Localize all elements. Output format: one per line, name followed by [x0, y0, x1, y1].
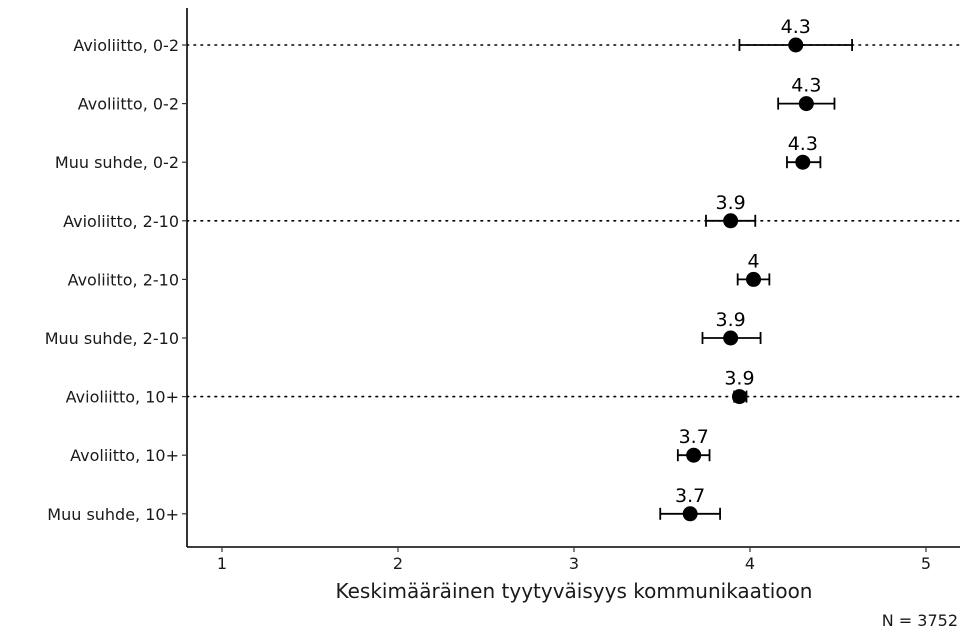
y-tick-label: Muu suhde, 0-2 — [55, 153, 179, 172]
data-point — [686, 447, 702, 463]
data-label: 4.3 — [781, 16, 811, 38]
data-label: 4.3 — [788, 133, 818, 155]
data-label: 3.7 — [679, 426, 709, 448]
y-tick-label: Avoliitto, 0-2 — [78, 95, 179, 114]
y-tick-label: Avioliitto, 2-10 — [63, 212, 179, 231]
data-label: 3.9 — [716, 309, 746, 331]
x-tick-label: 5 — [921, 554, 931, 573]
data-point — [795, 154, 811, 170]
data-point — [798, 96, 814, 112]
value-labels: 4.3 4.3 4.3 3.9 4 3.9 3.9 3.7 3.7 — [675, 16, 821, 507]
data-points — [682, 37, 814, 522]
data-label: 3.9 — [716, 192, 746, 214]
y-tick-label: Muu suhde, 2-10 — [45, 329, 179, 348]
data-label: 3.7 — [675, 485, 705, 507]
data-point — [788, 37, 804, 53]
data-point — [723, 213, 739, 229]
x-tick-label: 2 — [393, 554, 403, 573]
data-point — [731, 389, 747, 405]
data-point — [682, 506, 698, 522]
x-axis-ticks: 1 2 3 4 5 — [217, 547, 931, 573]
y-axis-labels: Avioliitto, 0-2 Avoliitto, 0-2 Muu suhde, … — [45, 36, 187, 524]
x-axis-title: Keskimääräinen tyytyväisyys kommunikaati… — [335, 579, 812, 603]
reference-lines — [186, 44, 961, 398]
axes — [186, 8, 960, 548]
x-tick-label: 3 — [569, 554, 579, 573]
y-tick-label: Avioliitto, 10+ — [66, 388, 179, 407]
y-tick-label: Muu suhde, 10+ — [47, 505, 179, 524]
data-label: 4.3 — [791, 75, 821, 97]
y-tick-label: Avioliitto, 0-2 — [73, 36, 179, 55]
data-point — [746, 271, 762, 287]
data-label: 3.9 — [724, 368, 754, 390]
y-tick-label: Avoliitto, 10+ — [70, 446, 179, 465]
x-tick-label: 4 — [745, 554, 755, 573]
data-point — [723, 330, 739, 346]
data-label: 4 — [747, 250, 759, 272]
x-tick-label: 1 — [217, 554, 227, 573]
y-tick-label: Avoliitto, 2-10 — [68, 270, 179, 289]
caption: N = 3752 — [882, 611, 958, 630]
